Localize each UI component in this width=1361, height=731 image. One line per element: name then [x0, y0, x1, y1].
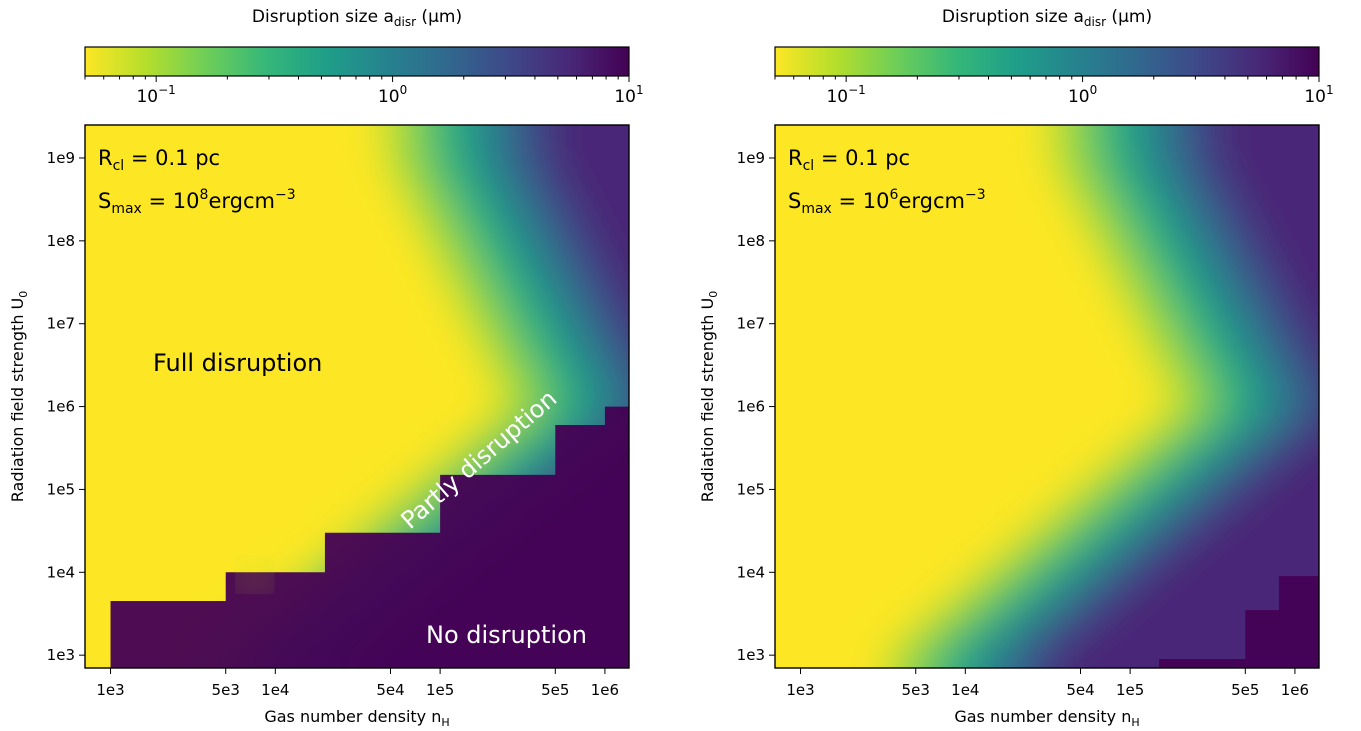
- panel-2: Disruption size adisr (µm) 10−1 100 101 1e3 5…: [698, 7, 1334, 729]
- x-tick-label: 1e6: [591, 681, 619, 699]
- param-rcl: Rcl = 0.1 pc: [788, 146, 910, 174]
- x-tick-label: 5e5: [1231, 681, 1259, 699]
- colorbar-tick-label: 100: [1068, 83, 1097, 107]
- heatmap-spot: [240, 560, 269, 589]
- x-tick-label: 5e4: [1066, 681, 1094, 699]
- heatmap-no-disruption-region: [110, 406, 629, 668]
- heatmap-band: [1047, 125, 1319, 668]
- param-rcl: Rcl = 0.1 pc: [98, 146, 220, 174]
- param-smax: Smax = 106ergcm−3: [788, 187, 986, 217]
- y-axis-label: Radiation field strength U0: [698, 291, 720, 503]
- y-tick-label: 1e9: [47, 149, 75, 167]
- x-tick-label: 1e5: [426, 681, 454, 699]
- annotation-full-disruption: Full disruption: [153, 349, 322, 377]
- plot-frame: [84, 124, 630, 669]
- y-tick-label: 1e5: [737, 480, 765, 498]
- y-tick-label: 1e8: [47, 232, 75, 250]
- y-tick-label: 1e3: [737, 646, 765, 664]
- x-tick-label: 1e4: [951, 681, 979, 699]
- y-axis-label: Radiation field strength U0: [8, 291, 30, 503]
- x-tick-label: 5e3: [902, 681, 930, 699]
- x-axis-label: Gas number density nH: [264, 707, 449, 729]
- x-tick-label: 5e4: [376, 681, 404, 699]
- param-smax: Smax = 108ergcm−3: [98, 187, 296, 217]
- x-tick-label: 1e6: [1281, 681, 1309, 699]
- colorbar-tick-label: 101: [1304, 83, 1333, 107]
- colorbar-label: Disruption size adisr (µm): [252, 7, 462, 29]
- y-tick-label: 1e7: [47, 315, 75, 333]
- x-tick-label: 5e5: [541, 681, 569, 699]
- colorbar: [774, 46, 1320, 77]
- x-axis-label: Gas number density nH: [954, 707, 1139, 729]
- colorbar-label: Disruption size adisr (µm): [942, 7, 1152, 29]
- y-tick-label: 1e9: [737, 149, 765, 167]
- y-tick-label: 1e4: [737, 563, 765, 581]
- y-tick-label: 1e8: [737, 232, 765, 250]
- x-tick-label: 1e3: [96, 681, 124, 699]
- x-tick-label: 1e4: [261, 681, 289, 699]
- plot-frame: [774, 124, 1320, 669]
- colorbar-tick-label: 10−1: [136, 83, 175, 107]
- y-tick-label: 1e6: [47, 398, 75, 416]
- x-tick-label: 1e5: [1116, 681, 1144, 699]
- y-tick-label: 1e5: [47, 480, 75, 498]
- heatmap-no-disruption-region: [1159, 576, 1319, 668]
- heatmap: [775, 125, 1319, 668]
- x-tick-label: 5e3: [212, 681, 240, 699]
- colorbar-tick-label: 10−1: [826, 83, 865, 107]
- panel-1: Disruption size adisr (µm) 10−1 100 101 1e3 5…: [8, 7, 644, 729]
- y-tick-label: 1e6: [737, 398, 765, 416]
- annotation-no-disruption: No disruption: [426, 621, 587, 649]
- colorbar-tick-label: 101: [614, 83, 643, 107]
- y-tick-label: 1e4: [47, 563, 75, 581]
- x-tick-label: 1e3: [786, 681, 814, 699]
- y-tick-label: 1e7: [737, 315, 765, 333]
- heatmap: [85, 125, 629, 668]
- colorbar-tick-label: 100: [378, 83, 407, 107]
- y-tick-label: 1e3: [47, 646, 75, 664]
- colorbar: [84, 46, 630, 77]
